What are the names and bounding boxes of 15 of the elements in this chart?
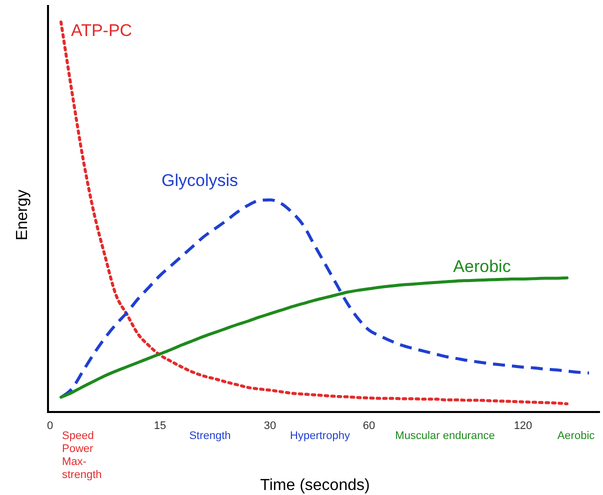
text: Muscular endurance: [395, 430, 495, 442]
x-tick-label: 60: [362, 420, 376, 432]
x-tick-label: 0: [46, 420, 54, 432]
text: Speed Power Max-strength: [62, 430, 102, 481]
y-axis-title: Energy: [14, 190, 31, 240]
x-tick-label: 15: [154, 420, 166, 432]
x-tick-label: 120: [514, 420, 532, 432]
series-label: Aerobic: [453, 256, 512, 276]
series-label: Glycolysis: [161, 170, 238, 190]
x-tick-label: 30: [264, 420, 276, 432]
text: Hypertrophy: [290, 430, 350, 442]
x-axis-title: Time (seconds): [260, 477, 370, 494]
text: Strength: [189, 430, 231, 442]
series-label: ATP-PC: [71, 21, 132, 40]
text: Aerobic: [557, 430, 596, 442]
